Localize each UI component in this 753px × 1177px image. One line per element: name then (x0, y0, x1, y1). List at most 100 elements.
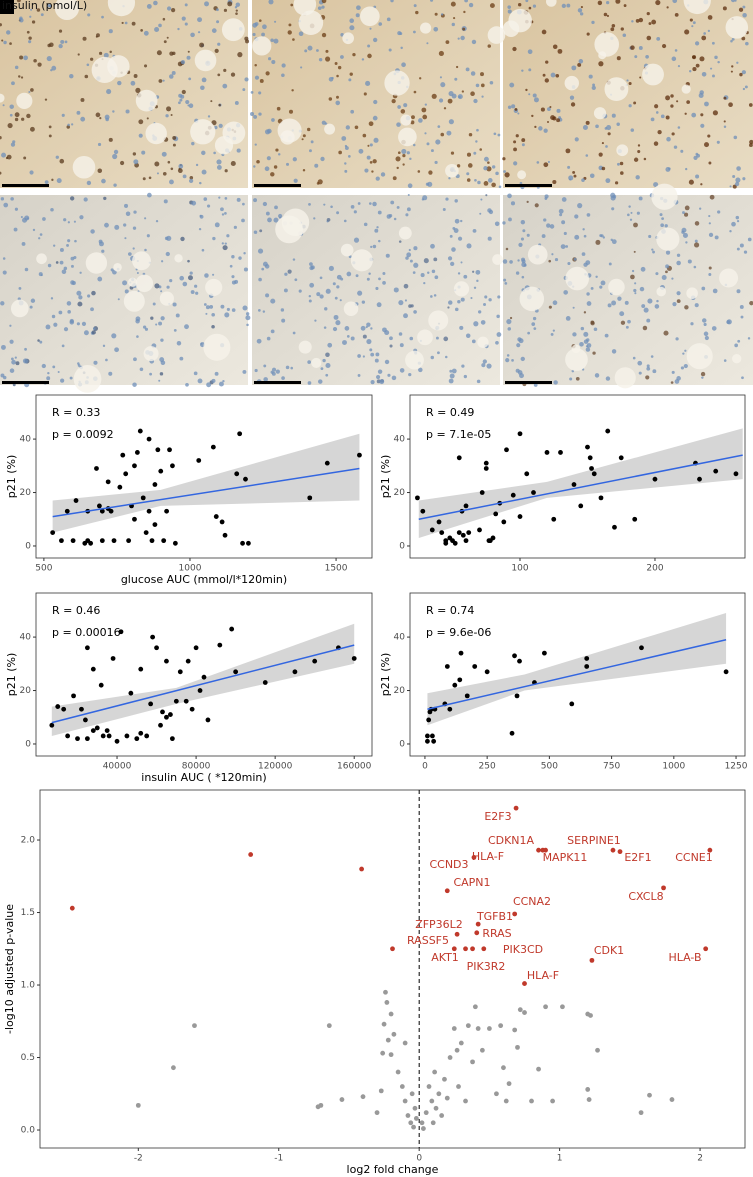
nucleus (723, 96, 727, 100)
nucleus (172, 135, 177, 140)
x-tick-label: 750 (603, 762, 620, 772)
nucleus (368, 121, 374, 127)
nucleus (438, 98, 444, 103)
nucleus (14, 207, 18, 211)
nucleus (731, 65, 734, 68)
nucleus (632, 356, 636, 360)
nucleus (627, 319, 631, 324)
nucleus (481, 95, 484, 98)
nucleus (273, 217, 279, 223)
nucleus (325, 362, 331, 369)
nucleus (203, 303, 207, 306)
nucleus (659, 213, 663, 217)
nucleus (643, 157, 647, 161)
nucleus (276, 106, 281, 111)
nucleus (413, 246, 418, 251)
nucleus (378, 277, 381, 281)
nucleus (430, 149, 434, 153)
nucleus (382, 327, 387, 333)
nucleus (378, 22, 383, 26)
nucleus (579, 12, 584, 16)
y-axis-label: p21 (%) (379, 455, 392, 499)
x-tick-label: 500 (541, 762, 558, 772)
gene-label: CCND3 (429, 858, 468, 871)
nucleus (206, 204, 211, 208)
nucleus (285, 365, 290, 370)
nucleus (10, 142, 16, 147)
nucleus (9, 324, 12, 327)
nucleus (646, 364, 650, 368)
nucleus (58, 310, 63, 315)
nucleus (241, 218, 245, 223)
nucleus (98, 239, 103, 244)
point (210, 444, 216, 450)
nucleus (308, 299, 312, 303)
nucleus (307, 360, 311, 364)
nucleus (201, 150, 206, 156)
nucleus (369, 143, 373, 147)
nucleus (253, 165, 256, 168)
stat-annotation: p = 9.6e-06 (426, 626, 491, 639)
nucleus (274, 20, 277, 23)
nucleus (561, 197, 567, 202)
nucleus (15, 361, 20, 366)
point (167, 447, 172, 453)
point (222, 532, 228, 538)
nucleus (480, 320, 486, 325)
nucleus (509, 82, 515, 88)
nucleus (457, 236, 463, 241)
gene-label: PIK3R2 (467, 960, 506, 973)
nucleus (526, 233, 530, 237)
nucleus (709, 194, 715, 200)
nucleus (574, 214, 579, 219)
nucleus (153, 0, 158, 6)
nucleus (476, 128, 479, 132)
point (512, 911, 518, 917)
nucleus (605, 376, 611, 381)
nucleus (178, 163, 184, 169)
nucleus (742, 5, 746, 9)
nucleus (605, 145, 608, 148)
point (262, 680, 268, 685)
gene-label: RASSF5 (407, 934, 449, 947)
nucleus (544, 78, 549, 83)
nucleus (684, 305, 689, 310)
nucleus (147, 192, 152, 198)
nucleus (556, 118, 561, 123)
nucleus (259, 79, 264, 83)
nucleus (288, 109, 294, 114)
point (326, 1023, 332, 1029)
point (110, 656, 116, 661)
nucleus (162, 79, 165, 82)
nucleus (703, 32, 706, 35)
point (360, 1094, 366, 1100)
nucleus (623, 4, 627, 8)
nucleus (741, 70, 747, 75)
point (512, 1027, 518, 1033)
nucleus (569, 95, 575, 100)
nucleus (466, 152, 472, 157)
nucleus (693, 155, 698, 160)
nucleus (14, 112, 20, 118)
nucleus (483, 156, 489, 162)
nucleus (179, 275, 185, 281)
vacuole (174, 254, 183, 263)
nucleus (133, 74, 138, 78)
nucleus (257, 309, 261, 312)
nucleus (451, 368, 457, 374)
nucleus (547, 121, 550, 124)
nucleus (637, 144, 641, 147)
nucleus (328, 265, 334, 271)
nucleus (273, 38, 279, 44)
nucleus (502, 157, 506, 161)
point (479, 1047, 485, 1053)
point (512, 653, 517, 659)
nucleus (369, 27, 372, 30)
nucleus (161, 151, 167, 157)
nucleus (235, 2, 241, 7)
nucleus (646, 35, 652, 41)
point (447, 706, 453, 712)
point (504, 447, 509, 453)
point (144, 733, 150, 739)
point (192, 1023, 197, 1029)
